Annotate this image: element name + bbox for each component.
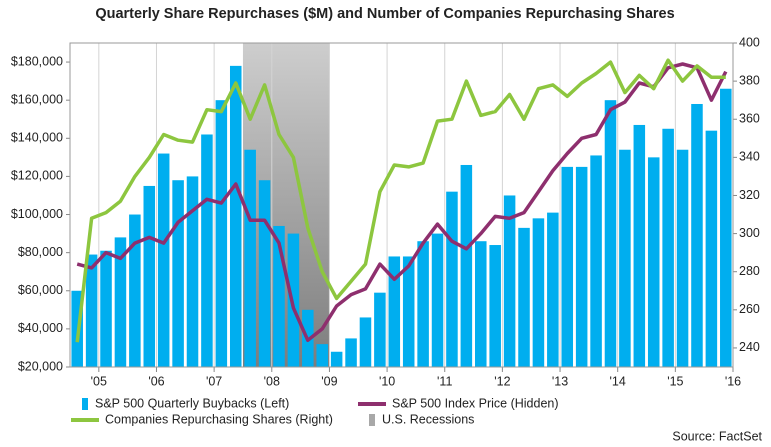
- bar: [460, 164, 473, 367]
- line-series: [75, 58, 726, 343]
- y-tick-label: $80,000: [18, 245, 63, 259]
- bar: [619, 149, 631, 367]
- bar: [590, 155, 602, 367]
- x-tick-label: '05: [91, 374, 107, 388]
- y-tick-label: $140,000: [11, 131, 63, 145]
- bar: [273, 225, 285, 367]
- legend-swatch: [369, 414, 375, 426]
- y2-tick-label: 240: [739, 340, 760, 354]
- recession-band: [242, 43, 330, 367]
- bar: [676, 149, 689, 367]
- y2-tick-label: 280: [739, 264, 760, 278]
- chart-title: Quarterly Share Repurchases ($M) and Num…: [95, 6, 674, 22]
- bar: [475, 241, 487, 367]
- line-series: [76, 62, 728, 343]
- bar: [532, 218, 545, 367]
- legend-label: S&P 500 Quarterly Buybacks (Left): [95, 396, 289, 410]
- legend-label: Companies Repurchasing Shares (Right): [105, 412, 333, 426]
- bar: [662, 128, 674, 367]
- x-tick-label: '06: [148, 374, 164, 388]
- legend-label: U.S. Recessions: [382, 412, 474, 426]
- bar: [359, 317, 372, 367]
- bar: [431, 233, 444, 367]
- bar: [417, 241, 429, 367]
- bar: [547, 212, 559, 367]
- bar: [114, 237, 127, 367]
- x-tick-label: '15: [667, 374, 683, 388]
- y2-tick-label: 380: [739, 73, 760, 87]
- x-tick-label: '16: [725, 374, 741, 388]
- bar: [518, 227, 530, 367]
- bar: [85, 254, 98, 367]
- x-tick-label: '14: [610, 374, 626, 388]
- bar: [172, 180, 184, 367]
- x-tick-label: '09: [321, 374, 337, 388]
- bar: [244, 149, 256, 367]
- y-tick-label: $60,000: [18, 283, 63, 297]
- plot-frame: [69, 42, 734, 368]
- bar: [201, 134, 213, 367]
- bar: [633, 124, 646, 367]
- x-tick-label: '13: [552, 374, 568, 388]
- bar: [561, 166, 574, 367]
- y2-tick-label: 360: [739, 112, 760, 126]
- bar: [503, 195, 516, 367]
- bar: [374, 292, 386, 367]
- bar: [604, 100, 617, 368]
- y-tick-label: $40,000: [18, 321, 63, 335]
- bar: [229, 65, 242, 367]
- y-tick-label: $20,000: [18, 359, 63, 373]
- y2-tick-label: 320: [739, 188, 760, 202]
- x-tick-label: '12: [494, 374, 510, 388]
- legend-swatch: [82, 398, 88, 410]
- bar: [388, 256, 401, 367]
- y-tick-label: $120,000: [11, 169, 63, 183]
- legend-label: S&P 500 Index Price (Hidden): [392, 396, 559, 410]
- bar: [157, 153, 170, 367]
- bar: [143, 185, 156, 367]
- y2-tick-label: 340: [739, 150, 760, 164]
- bar: [489, 245, 501, 367]
- bar: [215, 100, 228, 368]
- bar: [316, 344, 328, 367]
- y-tick-label: $180,000: [11, 54, 63, 68]
- bar: [575, 166, 588, 367]
- x-tick-label: '10: [379, 374, 395, 388]
- x-tick-label: '08: [264, 374, 280, 388]
- y-tick-label: $100,000: [11, 207, 63, 221]
- bar: [100, 250, 112, 367]
- bar: [402, 256, 415, 367]
- y2-tick-label: 260: [739, 302, 760, 316]
- x-tick-label: '07: [206, 374, 222, 388]
- source-note: Source: FactSet: [672, 429, 762, 443]
- bar: [647, 157, 660, 367]
- bar: [330, 351, 343, 367]
- bar: [705, 130, 718, 367]
- y-tick-label: $160,000: [11, 92, 63, 106]
- x-tick-label: '11: [437, 374, 452, 388]
- bar: [186, 176, 199, 367]
- bar: [129, 214, 141, 367]
- bar: [258, 180, 271, 367]
- bar: [720, 88, 732, 367]
- bar: [446, 191, 458, 367]
- bar: [691, 103, 703, 368]
- y2-tick-label: 300: [739, 226, 760, 240]
- bar: [345, 338, 357, 367]
- y2-tick-label: 400: [739, 35, 760, 49]
